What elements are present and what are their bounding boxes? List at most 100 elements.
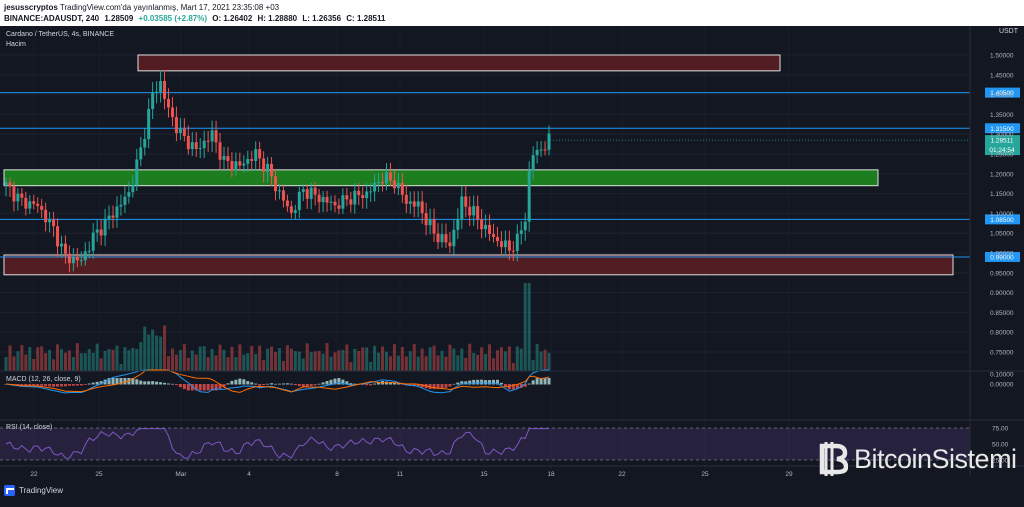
time-tick-label: 8: [335, 471, 339, 478]
chart-canvas[interactable]: 1.40500 1.31500 1.08500 0.99000 1.28511 01:24…: [0, 26, 1024, 502]
candle-body: [67, 253, 71, 264]
macd-histogram-bar: [527, 383, 531, 385]
volume-bar: [210, 348, 214, 371]
candle-body: [210, 130, 214, 142]
macd-histogram-bar: [416, 384, 420, 387]
candle-body: [258, 149, 262, 159]
volume-bar: [52, 359, 56, 371]
candle-body: [309, 187, 313, 199]
volume-bar: [416, 356, 420, 371]
volume-bar: [198, 346, 202, 371]
macd-histogram-bar: [373, 383, 377, 385]
volume-bar: [254, 354, 258, 371]
price-tick-label: 1.15000: [990, 191, 1014, 198]
macd-histogram-bar: [452, 383, 456, 385]
level-price-tag: [985, 87, 1020, 98]
candle-body: [135, 159, 139, 186]
time-tick-label: 11: [397, 471, 404, 478]
volume-bar: [396, 355, 400, 371]
macd-histogram-bar: [345, 381, 349, 385]
volume-bar: [511, 363, 515, 371]
macd-histogram-bar: [503, 384, 507, 387]
macd-histogram-bar: [444, 384, 448, 388]
volume-bar: [341, 349, 345, 371]
candle-body: [71, 256, 75, 264]
macd-histogram-bar: [254, 383, 258, 385]
volume-bar: [345, 344, 349, 371]
candle-body: [523, 221, 527, 231]
candle-body: [198, 148, 202, 150]
candle-body: [511, 250, 515, 252]
macd-histogram-bar: [206, 384, 210, 391]
candle-body: [131, 185, 135, 193]
candle-body: [170, 107, 174, 118]
price-change: +0.03585 (+2.87%): [138, 14, 208, 23]
footer-text[interactable]: TradingView: [19, 486, 64, 495]
price-tick-label: 0.80000: [990, 330, 1014, 337]
candle-body: [313, 187, 317, 195]
volume-bar: [547, 352, 551, 371]
volume-bar: [523, 283, 527, 371]
macd-line: [5, 369, 549, 394]
volume-bar: [440, 350, 444, 371]
candle-body: [325, 196, 329, 203]
price-tick-label: 1.20000: [990, 171, 1014, 178]
candle-body: [230, 161, 234, 171]
macd-histogram-bar: [270, 383, 274, 385]
candle-body: [527, 170, 531, 222]
candle-body: [222, 156, 226, 160]
macd-histogram-bar: [325, 381, 329, 385]
volume-bar: [353, 348, 357, 371]
candle-body: [103, 218, 107, 236]
volume-bar: [226, 357, 230, 371]
candle-body: [163, 81, 167, 99]
macd-histogram-bar: [16, 384, 20, 386]
candle-body: [357, 190, 361, 196]
volume-bar: [4, 357, 8, 371]
macd-histogram-bar: [75, 384, 79, 386]
macd-histogram-bar: [515, 384, 519, 389]
volume-bar: [59, 349, 63, 371]
macd-histogram-bar: [115, 378, 119, 385]
author-name[interactable]: jesusscryptos: [4, 3, 58, 12]
volume-bar: [40, 346, 44, 371]
volume-bar: [63, 352, 67, 371]
candle-body: [285, 200, 289, 207]
candle-body: [349, 199, 353, 205]
resistance-zone-top[interactable]: [137, 54, 781, 72]
volume-bar: [36, 347, 40, 371]
macd-histogram-bar: [119, 378, 123, 385]
chart-area[interactable]: 1.40500 1.31500 1.08500 0.99000 1.28511 01:24…: [0, 26, 1024, 502]
candle-body: [400, 182, 404, 195]
volume-bar: [131, 348, 135, 371]
candle-body: [412, 201, 416, 207]
macd-histogram-bar: [289, 383, 293, 385]
volume-bar: [111, 349, 115, 371]
candle-body: [515, 233, 519, 251]
level-price-tag: [985, 214, 1020, 225]
price-tick-label: 1.40000: [990, 92, 1014, 99]
axes: 1.50000 1.45000 1.40000 1.35000 1.30000 1.250…: [0, 26, 1024, 478]
candle-body: [182, 128, 186, 136]
macd-histogram-bar: [174, 384, 178, 386]
volume-bar: [492, 358, 496, 371]
rsi-tick-label: 50.00: [992, 442, 1009, 449]
macd-histogram-bar: [155, 381, 159, 385]
macd-histogram-bar: [392, 382, 396, 385]
current-price-label: 1.28511: [990, 138, 1013, 145]
support-zone-green[interactable]: [3, 169, 879, 187]
volume-bar: [329, 356, 333, 371]
candle-body: [123, 196, 127, 205]
candle-body: [218, 142, 222, 160]
macd-histogram-bar: [305, 384, 309, 387]
candle-body: [365, 191, 369, 199]
macd-histogram-bar: [107, 378, 111, 385]
candle-body: [519, 230, 523, 234]
rsi-legend: RSI (14, close): [6, 424, 53, 431]
candle-body: [301, 189, 305, 192]
macd-histogram-bar: [135, 379, 139, 385]
rsi-band: [0, 428, 970, 460]
macd-histogram-bar: [353, 383, 357, 385]
support-zone-bottom[interactable]: [3, 254, 954, 276]
volume-bar: [392, 344, 396, 371]
